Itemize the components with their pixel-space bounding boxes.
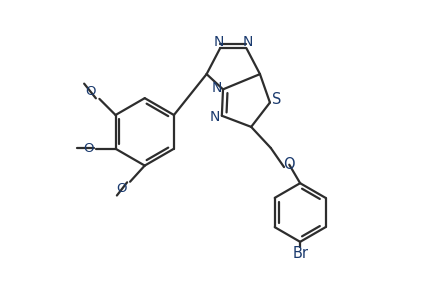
Text: O: O (83, 142, 94, 155)
Text: O: O (283, 157, 294, 172)
Text: N: N (211, 81, 221, 95)
Text: S: S (271, 92, 280, 107)
Text: O: O (117, 182, 127, 195)
Text: N: N (242, 35, 253, 49)
Text: O: O (85, 85, 95, 98)
Text: N: N (209, 110, 219, 124)
Text: N: N (213, 35, 223, 49)
Text: Br: Br (291, 246, 307, 261)
